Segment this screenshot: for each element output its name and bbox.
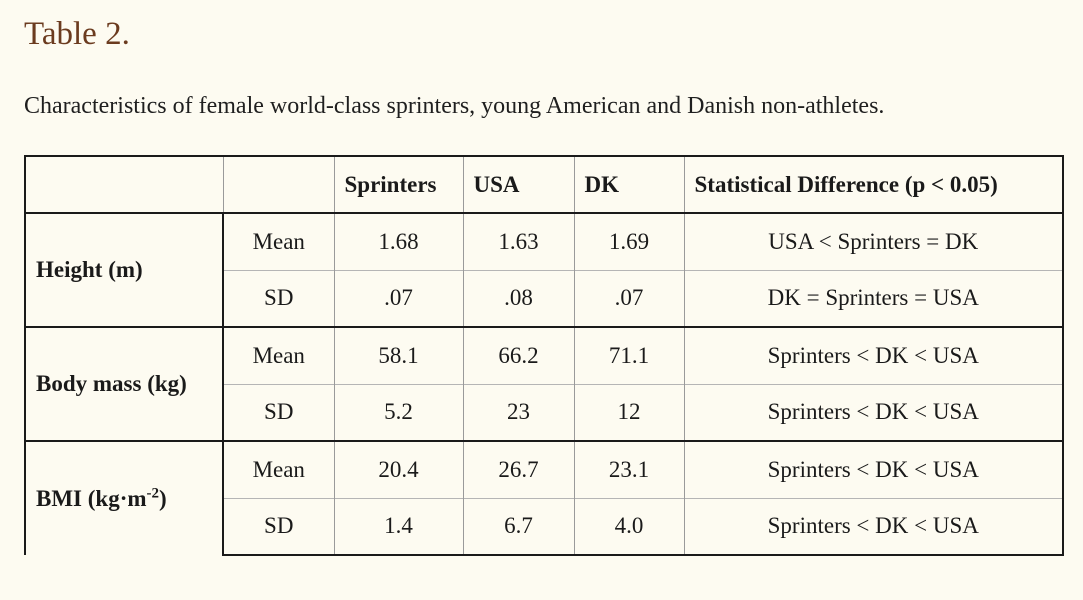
cell-dk: 71.1 — [573, 326, 684, 384]
group-label-bmi: BMI (kg·m-2) — [24, 440, 223, 555]
cell-difference: Sprinters < DK < USA — [683, 497, 1064, 556]
stat-label: SD — [222, 383, 334, 441]
header-empty-2 — [222, 155, 334, 214]
header-empty-1 — [24, 155, 223, 214]
stat-label: SD — [222, 269, 334, 327]
header-statistical-difference: Statistical Difference (p < 0.05) — [683, 155, 1064, 214]
cell-sprinters: 58.1 — [333, 326, 463, 384]
cell-usa: 6.7 — [462, 497, 574, 556]
cell-dk: 23.1 — [573, 440, 684, 498]
bmi-label-end: ) — [159, 485, 167, 511]
header-usa: USA — [462, 155, 574, 214]
stat-label: Mean — [222, 440, 334, 498]
table-row: BMI (kg·m-2) Mean 20.4 26.7 23.1 Sprinte… — [24, 440, 1064, 555]
cell-difference: Sprinters < DK < USA — [683, 383, 1064, 441]
bmi-label-exponent: -2 — [146, 484, 160, 501]
stat-label: Mean — [222, 326, 334, 384]
cell-difference: Sprinters < DK < USA — [683, 326, 1064, 384]
bmi-label-main: BMI (kg·m — [36, 485, 147, 511]
cell-difference: Sprinters < DK < USA — [683, 440, 1064, 498]
cell-dk: 1.69 — [573, 213, 684, 270]
table-row: SD 1.4 6.7 4.0 Sprinters < DK < USA — [25, 497, 1064, 556]
header-row: Sprinters USA DK Statistical Difference … — [24, 155, 1064, 214]
cell-sprinters: 5.2 — [333, 383, 463, 441]
cell-sprinters: .07 — [333, 269, 463, 327]
group-label-body-mass: Body mass (kg) — [24, 326, 223, 441]
cell-sprinters: 20.4 — [333, 440, 463, 498]
cell-sprinters: 1.68 — [333, 213, 463, 270]
header-dk: DK — [573, 155, 684, 214]
header-sprinters: Sprinters — [333, 155, 463, 214]
cell-dk: 12 — [573, 383, 684, 441]
stat-label: Mean — [222, 213, 334, 270]
cell-dk: 4.0 — [573, 497, 684, 556]
cell-usa: 66.2 — [462, 326, 574, 384]
cell-usa: 23 — [462, 383, 574, 441]
table-caption: Characteristics of female world-class sp… — [24, 93, 885, 119]
cell-dk: .07 — [573, 269, 684, 327]
cell-sprinters: 1.4 — [333, 497, 463, 556]
cell-difference: DK = Sprinters = USA — [683, 269, 1064, 327]
cell-usa: 1.63 — [462, 213, 574, 270]
group-label-height: Height (m) — [24, 213, 223, 327]
stat-label: SD — [222, 497, 334, 556]
cell-usa: .08 — [462, 269, 574, 327]
table-row: SD 5.2 23 12 Sprinters < DK < USA — [25, 383, 1064, 441]
table-row: Body mass (kg) Mean 58.1 66.2 71.1 Sprin… — [24, 326, 1064, 441]
table-row: Height (m) Mean 1.68 1.63 1.69 USA < Spr… — [24, 213, 1064, 327]
cell-usa: 26.7 — [462, 440, 574, 498]
characteristics-table: Sprinters USA DK Statistical Difference … — [24, 155, 1064, 556]
table-title: Table 2. — [24, 16, 130, 52]
table-row: SD .07 .08 .07 DK = Sprinters = USA — [25, 269, 1064, 327]
cell-difference: USA < Sprinters = DK — [683, 213, 1064, 270]
